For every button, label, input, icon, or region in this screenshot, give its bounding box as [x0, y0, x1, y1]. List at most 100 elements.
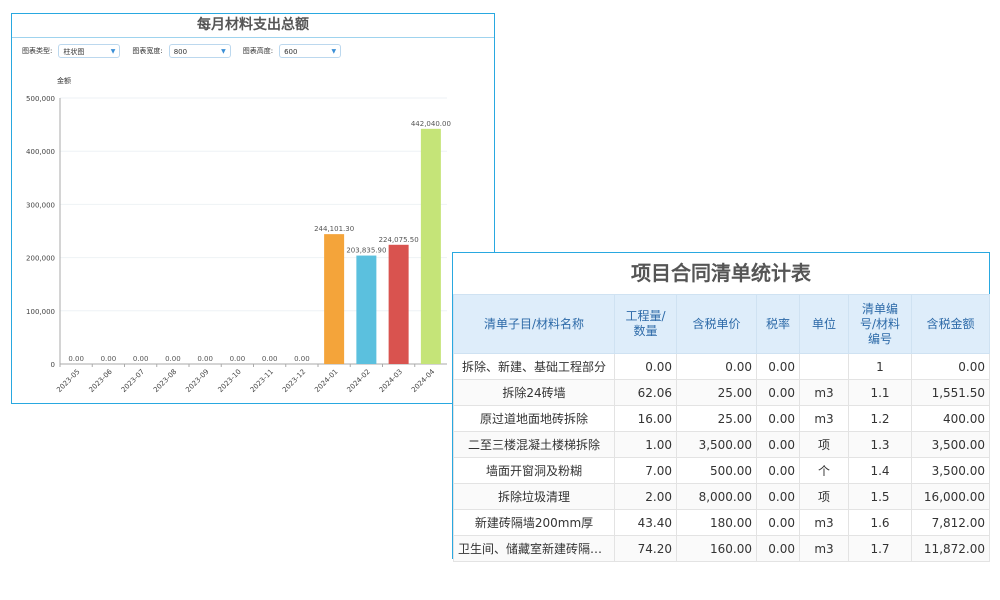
table-row[interactable]: 新建砖隔墙200mm厚 43.40 180.00 0.00 m3 1.6 7,812.00 [453, 509, 990, 536]
table-cell: 拆除垃圾清理 [453, 483, 615, 510]
table-row[interactable]: 二至三楼混凝土楼梯拆除 1.00 3,500.00 0.00 项 1.3 3,500.00 [453, 431, 990, 458]
column-header[interactable]: 含税单价 [676, 294, 757, 354]
table-cell: 500.00 [676, 457, 757, 484]
table-cell: 0.00 [756, 379, 800, 406]
data-label: 0.00 [262, 355, 278, 363]
table-row[interactable]: 拆除垃圾清理 2.00 8,000.00 0.00 项 1.5 16,000.00 [453, 483, 990, 510]
column-header[interactable]: 单位 [799, 294, 849, 354]
table-cell: 0.00 [756, 353, 800, 380]
table-cell: 拆除24砖墙 [453, 379, 615, 406]
chart-type-value: 柱状图 [63, 48, 85, 56]
table-cell: 0.00 [756, 535, 800, 562]
table-cell: 1.00 [614, 431, 677, 458]
bar-chart: 金额 0 100,000 200,000 300,000 400,000 500,000 0.… [26, 76, 451, 394]
data-label: 0.00 [230, 355, 246, 363]
column-header[interactable]: 清单编号/材料编号 [848, 294, 912, 354]
chart-type-select[interactable]: 柱状图 ▼ [58, 44, 121, 58]
bar-2024-01 [324, 234, 345, 364]
x-tick-label: 2024-04 [410, 367, 437, 394]
y-tick-label: 300,000 [26, 201, 55, 209]
table-cell: 16.00 [614, 405, 677, 432]
table-cell: 8,000.00 [676, 483, 757, 510]
table-cell: 43.40 [614, 509, 677, 536]
data-label: 224,075.50 [379, 236, 419, 244]
bar-2024-03 [388, 244, 409, 364]
table-cell: 16,000.00 [911, 483, 990, 510]
y-axis-label: 金额 [57, 76, 71, 85]
column-header[interactable]: 税率 [756, 294, 800, 354]
chart-title: 每月材料支出总额 [12, 14, 494, 38]
chart-height-value: 600 [284, 48, 298, 56]
table-row[interactable]: 原过道地面地砖拆除 16.00 25.00 0.00 m3 1.2 400.00 [453, 405, 990, 432]
data-label: 0.00 [133, 355, 149, 363]
column-header[interactable]: 含税金额 [911, 294, 990, 354]
table-cell: 11,872.00 [911, 535, 990, 562]
data-label: 0.00 [197, 355, 213, 363]
data-label: 244,101.30 [314, 225, 354, 233]
table-cell: 墙面开窗洞及粉糊 [453, 457, 615, 484]
table-panel: 项目合同清单统计表 清单子目/材料名称 工程量/数量 含税单价 税率 单位 清单编号/材料… [452, 252, 990, 562]
table-row[interactable]: 卫生间、储藏室新建砖隔墙100mm厚74.20160.000.00m31.711… [453, 535, 990, 562]
table-cell: 1 [848, 353, 912, 380]
table-cell: 160.00 [676, 535, 757, 562]
table-cell: 原过道地面地砖拆除 [453, 405, 615, 432]
chevron-down-icon: ▼ [331, 48, 337, 55]
table-cell [799, 353, 849, 380]
y-tick-label: 200,000 [26, 255, 55, 263]
x-tick-label: 2024-01 [313, 368, 339, 394]
table-cell: 1.5 [848, 483, 912, 510]
chart-width-select[interactable]: 800 ▼ [168, 44, 231, 58]
y-tick-label: 0 [51, 361, 55, 369]
chevron-down-icon: ▼ [221, 48, 226, 55]
table-cell: 0.00 [911, 353, 990, 380]
table-cell: 1.2 [848, 405, 912, 432]
table-cell: 62.06 [614, 379, 677, 406]
table-cell: 180.00 [676, 509, 757, 536]
data-label: 0.00 [165, 355, 181, 363]
table-row[interactable]: 拆除、新建、基础工程部分 0.00 0.00 0.00 1 0.00 [453, 353, 990, 380]
table-cell: 25.00 [676, 405, 757, 432]
table-cell: 1,551.50 [911, 379, 990, 406]
chart-type-label: 图表类型: [22, 47, 53, 55]
chart-panel: 每月材料支出总额 图表类型: 柱状图 ▼ 图表宽度: 800 ▼ 图表高度: 600… [11, 13, 495, 404]
table-cell: 个 [799, 457, 849, 484]
table-cell: 0.00 [756, 405, 800, 432]
table-row[interactable]: 拆除24砖墙 62.06 25.00 0.00 m3 1.1 1,551.50 [453, 379, 990, 406]
data-label: 0.00 [101, 355, 117, 363]
table-cell: 项 [799, 483, 849, 510]
x-tick-label: 2023-06 [87, 367, 114, 394]
x-tick-label: 2023-07 [120, 368, 146, 394]
x-tick-label: 2023-12 [281, 368, 307, 394]
table-cell: 0.00 [756, 457, 800, 484]
table-cell: 1.4 [848, 457, 912, 484]
y-tick-label: 500,000 [26, 95, 55, 103]
column-header[interactable]: 清单子目/材料名称 [453, 294, 615, 354]
table-title: 项目合同清单统计表 [631, 261, 811, 285]
chart-controls: 图表类型: 柱状图 ▼ 图表宽度: 800 ▼ 图表高度: 600 ▼ [22, 44, 353, 58]
table-cell: m3 [799, 405, 849, 432]
table-cell: 0.00 [756, 431, 800, 458]
table-cell: 0.00 [614, 353, 677, 380]
table-cell: 0.00 [676, 353, 757, 380]
chart-height-select[interactable]: 600 ▼ [279, 44, 342, 58]
y-tick-label: 100,000 [26, 308, 55, 316]
x-tick-label: 2024-02 [345, 368, 371, 394]
table-cell: 7.00 [614, 457, 677, 484]
table-cell: 卫生间、储藏室新建砖隔墙100mm厚 [453, 535, 615, 562]
table-cell: 1.3 [848, 431, 912, 458]
table-cell: 400.00 [911, 405, 990, 432]
data-label: 0.00 [68, 355, 84, 363]
data-label: 0.00 [294, 355, 310, 363]
table-cell: 0.00 [756, 509, 800, 536]
table-cell: m3 [799, 535, 849, 562]
contract-table: 清单子目/材料名称 工程量/数量 含税单价 税率 单位 清单编号/材料编号 含税金额 拆除、… [453, 294, 990, 562]
table-cell: 25.00 [676, 379, 757, 406]
column-header[interactable]: 工程量/数量 [614, 294, 677, 354]
x-tick-label: 2023-10 [216, 368, 242, 394]
table-cell: 新建砖隔墙200mm厚 [453, 509, 615, 536]
table-cell: 0.00 [756, 483, 800, 510]
table-row[interactable]: 墙面开窗洞及粉糊 7.00 500.00 0.00 个 1.4 3,500.00 [453, 457, 990, 484]
y-tick-label: 400,000 [26, 148, 55, 156]
table-cell: m3 [799, 509, 849, 536]
x-tick-label: 2023-11 [249, 368, 275, 394]
